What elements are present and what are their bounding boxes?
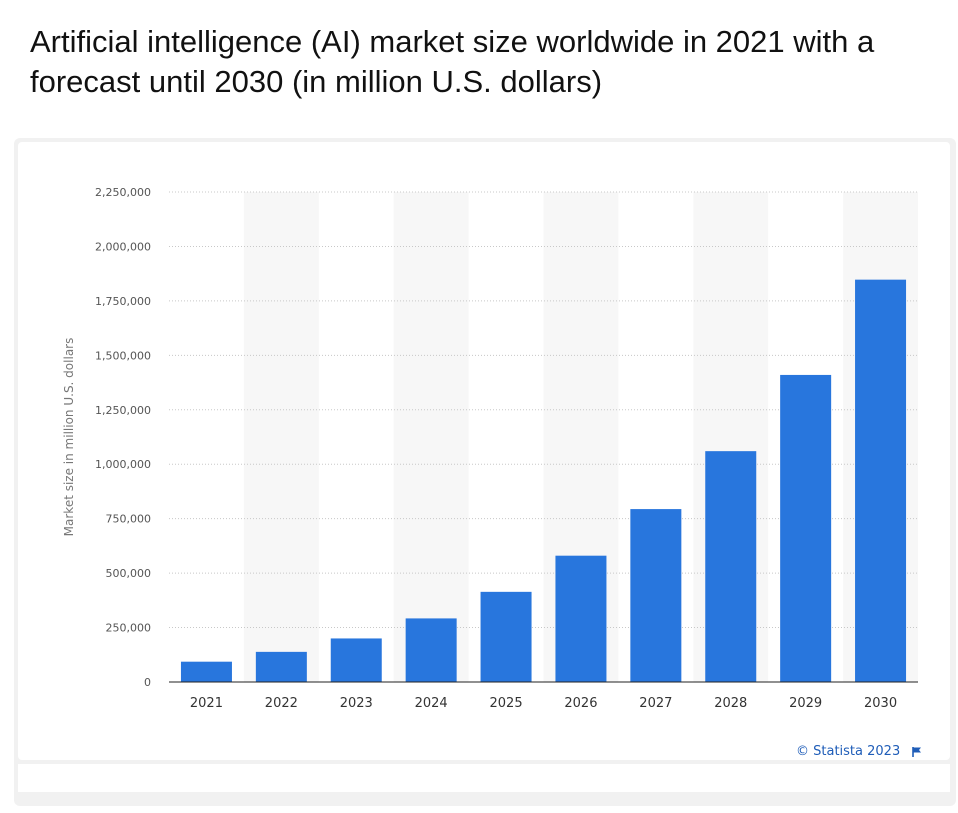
x-axis-ticks: 2021 2022 2023 2024 2025 2026 2027 2028 2029 2030 [190,696,897,711]
chart-title: Artificial intelligence (AI) market size… [30,24,875,99]
y-axis-ticks: 0 250,000 500,000 750,000 1,000,000 1,250,000… [95,186,151,689]
bar-2030[interactable] [855,279,907,682]
bar-2024[interactable] [405,618,457,682]
y-tick-label: 1,500,000 [95,349,151,362]
y-tick-label: 250,000 [106,622,152,635]
column-band [393,192,469,682]
x-tick-label: 2026 [564,696,597,711]
y-tick-label: 500,000 [106,567,152,580]
y-tick-label: 1,750,000 [95,295,151,308]
x-tick-label: 2024 [415,696,448,711]
statista-credit-link[interactable]: © Statista 2023 [796,744,901,759]
x-tick-label: 2021 [190,696,223,711]
flag-icon[interactable] [911,746,923,758]
bar-2028[interactable] [705,451,757,682]
bar-2023[interactable] [330,638,382,682]
bar-2029[interactable] [780,374,832,682]
y-tick-label: 0 [144,676,151,689]
chart-card-footer [18,764,950,792]
bar-2021[interactable] [180,661,232,682]
bar-2026[interactable] [555,555,607,682]
column-band [243,192,319,682]
x-tick-label: 2023 [340,696,373,711]
x-tick-label: 2028 [714,696,747,711]
x-tick-label: 2030 [864,696,897,711]
y-axis-label: Market size in million U.S. dollars [62,338,76,537]
y-tick-label: 2,000,000 [95,240,151,253]
y-tick-label: 1,250,000 [95,404,151,417]
bar-2027[interactable] [630,509,682,682]
bar-2022[interactable] [255,651,307,682]
y-tick-label: 1,000,000 [95,458,151,471]
y-tick-label: 2,250,000 [95,186,151,199]
x-tick-label: 2027 [639,696,672,711]
x-tick-label: 2022 [265,696,298,711]
bars [180,279,907,682]
bar-2025[interactable] [480,591,532,682]
x-tick-label: 2029 [789,696,822,711]
x-tick-label: 2025 [490,696,523,711]
y-tick-label: 750,000 [106,513,152,526]
